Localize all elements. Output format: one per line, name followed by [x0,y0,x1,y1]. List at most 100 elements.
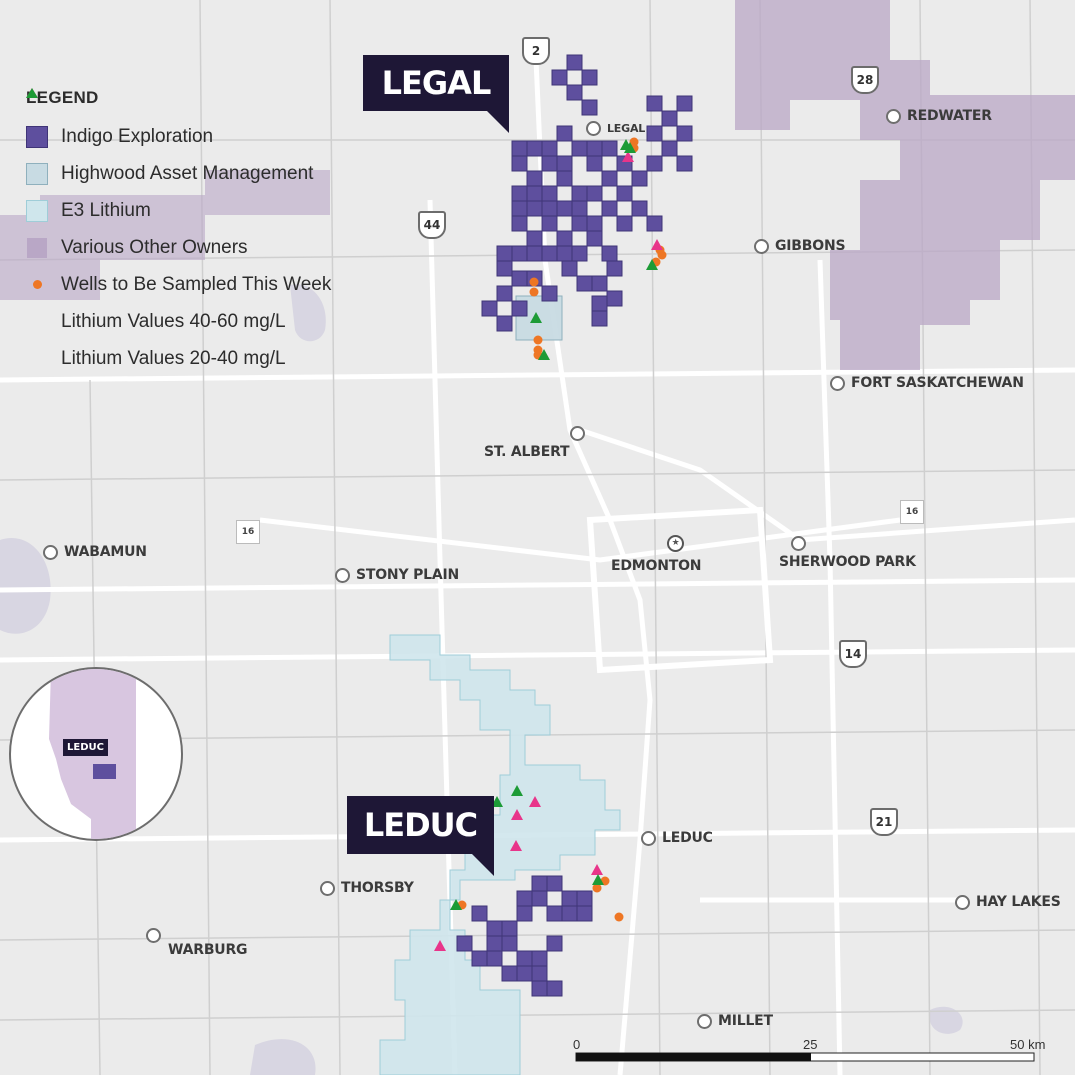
town-warburg: WARBURG [168,942,248,958]
town-sherwood-marker [791,536,806,551]
parcel [526,185,543,202]
callout-leduc: LEDUC [347,796,494,876]
parcel [541,140,558,157]
legend-item-lithium-20-40: Lithium Values 20-40 mg/L [26,88,331,377]
town-st-albert: ST. ALBERT [484,444,570,460]
lithium-marker [591,864,603,875]
various-owners-parcels [0,0,1075,370]
legend-label: Lithium Values 40-60 mg/L [61,310,286,332]
town-dot-icon [791,536,806,551]
parcel [571,215,588,232]
parcel [516,890,533,907]
parcel [591,310,608,327]
parcel [646,125,663,142]
well-marker [614,912,624,922]
lithium-marker [538,349,550,360]
parcel [676,125,693,142]
parcel [601,245,618,262]
parcel [576,890,593,907]
parcel [586,215,603,232]
e3-swatch [26,199,48,222]
parcel [561,890,578,907]
parcel [601,170,618,187]
parcel [526,170,543,187]
parcel [556,245,573,262]
legend-item-wells: Wells to Be Sampled This Week [26,266,331,303]
parcel [646,95,663,112]
parcel [571,185,588,202]
town-thorsby: THORSBY [320,880,414,896]
town-dot-icon [754,238,769,254]
town-dot-icon [886,108,901,124]
legend-label: Wells to Be Sampled This Week [61,273,332,295]
e3-lithium-parcels [379,634,621,1075]
parcel [735,0,1075,370]
legend-label: Various Other Owners [61,236,248,258]
parcel [516,905,533,922]
trans-canada-16-icon-west: 16 [236,520,260,544]
highway-44-shield-icon: 44 [418,211,446,239]
scale-tick-25: 25 [803,1037,818,1052]
parcel [631,170,648,187]
parcel [546,935,563,952]
parcel [661,140,678,157]
parcel [646,155,663,172]
lithium-marker [646,259,658,270]
parcel [486,950,503,967]
parcel [531,965,548,982]
town-dot-icon [570,426,585,441]
parcel [606,290,623,307]
lakes [0,284,963,1075]
parcel [661,110,678,127]
town-wabamun: WABAMUN [43,544,147,560]
indigo-exploration-parcels [456,54,693,997]
parcel [561,260,578,277]
town-sherwood-park: SHERWOOD PARK [779,554,916,570]
town-stony-plain: STONY PLAIN [335,567,459,583]
lithium-marker [624,142,636,153]
town-dot-icon [586,121,601,136]
parcel [556,155,573,172]
parcel [501,920,518,937]
parcel [496,285,513,302]
lithium-marker [511,809,523,820]
parcel [531,980,548,997]
lithium-marker [491,796,503,807]
parcel [576,275,593,292]
parcel [496,260,513,277]
parcel [481,300,498,317]
parcel [531,950,548,967]
town-gibbons: GIBBONS [754,238,846,254]
parcel [0,170,330,300]
pink-triangle-icon [26,88,48,333]
green-triangle-icon [26,88,48,370]
parcel [586,155,603,172]
inset-locator-map: LEDUC [9,667,183,841]
lithium-marker [434,940,446,951]
lithium-marker [529,796,541,807]
parcel [496,315,513,332]
parcel [471,950,488,967]
legend-item-indigo: Indigo Exploration [26,118,331,155]
town-dot-icon [830,375,845,391]
parcel [541,215,558,232]
town-dot-icon [335,567,350,583]
parcel [581,69,598,86]
town-leduc: LEDUC [641,830,713,846]
parcel [541,155,558,172]
parcel [486,920,503,937]
edmonton-ring-road [586,506,774,674]
town-dot-icon [697,1013,712,1029]
town-legal: LEGAL [586,121,645,136]
highwood-swatch [26,162,48,185]
parcel [646,215,663,232]
well-marker [529,287,539,297]
parcel [676,155,693,172]
parcel [516,965,533,982]
parcel [546,905,563,922]
parcel [456,935,473,952]
parcel [581,99,598,116]
legend-item-various: Various Other Owners [26,229,331,266]
parcel [561,905,578,922]
